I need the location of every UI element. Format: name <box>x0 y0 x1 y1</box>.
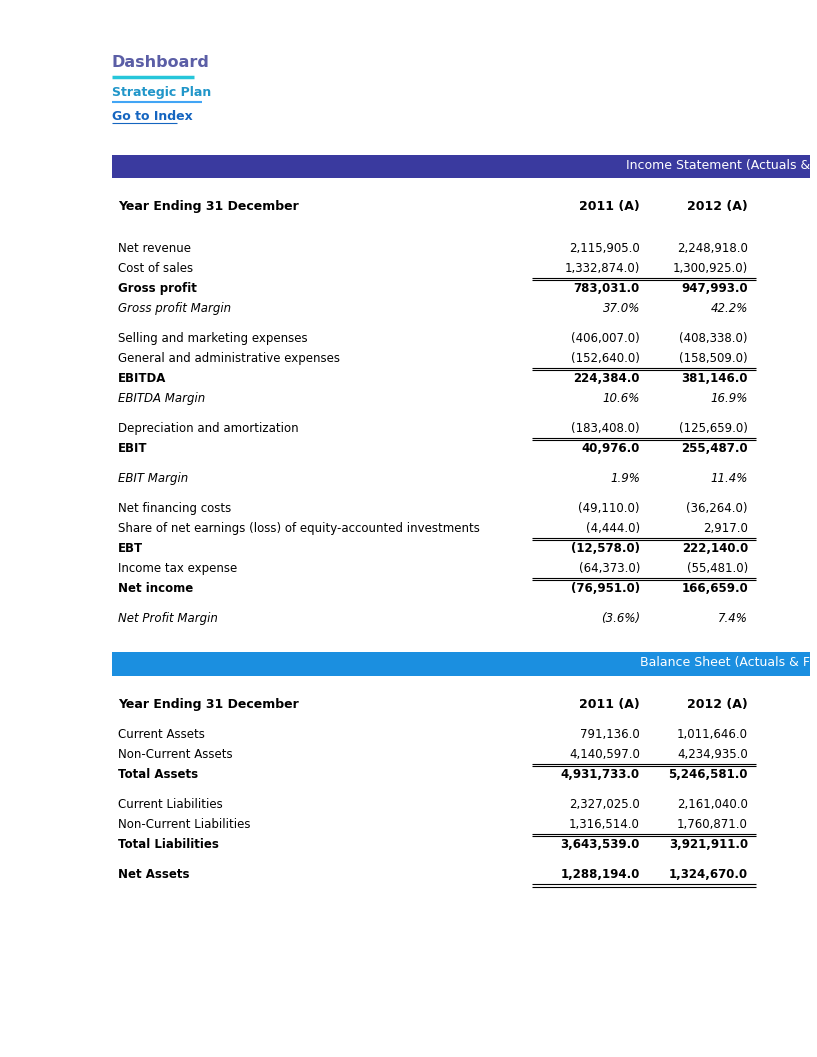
Text: 10.6%: 10.6% <box>603 392 640 405</box>
Text: 947,993.0: 947,993.0 <box>681 282 748 295</box>
Text: (158,509.0): (158,509.0) <box>680 352 748 365</box>
Text: 7.4%: 7.4% <box>718 612 748 625</box>
Text: Depreciation and amortization: Depreciation and amortization <box>118 422 299 435</box>
Text: 11.4%: 11.4% <box>711 472 748 485</box>
Text: 2012 (A): 2012 (A) <box>687 200 748 214</box>
Text: 2,161,040.0: 2,161,040.0 <box>677 798 748 811</box>
Text: 1,332,874.0): 1,332,874.0) <box>565 262 640 275</box>
Text: (55,481.0): (55,481.0) <box>687 562 748 575</box>
Text: 791,136.0: 791,136.0 <box>580 728 640 741</box>
Text: 1,011,646.0: 1,011,646.0 <box>677 728 748 741</box>
Text: (3.6%): (3.6%) <box>600 612 640 625</box>
Text: Share of net earnings (loss) of equity-accounted investments: Share of net earnings (loss) of equity-a… <box>118 522 480 535</box>
Text: Income tax expense: Income tax expense <box>118 562 237 575</box>
Text: Income Statement (Actuals &: Income Statement (Actuals & <box>626 159 810 172</box>
Text: (64,373.0): (64,373.0) <box>578 562 640 575</box>
Text: Non-Current Assets: Non-Current Assets <box>118 748 233 761</box>
Text: 2011 (A): 2011 (A) <box>579 200 640 214</box>
Text: EBIT: EBIT <box>118 442 148 455</box>
Bar <box>112 652 810 676</box>
Text: (125,659.0): (125,659.0) <box>679 422 748 435</box>
Text: 381,146.0: 381,146.0 <box>681 372 748 385</box>
Text: 166,659.0: 166,659.0 <box>681 582 748 595</box>
Text: EBT: EBT <box>118 542 143 555</box>
Text: Current Liabilities: Current Liabilities <box>118 798 223 811</box>
Text: Total Assets: Total Assets <box>118 768 199 781</box>
Text: Net revenue: Net revenue <box>118 242 191 255</box>
Text: 1,288,194.0: 1,288,194.0 <box>560 868 640 880</box>
Text: (406,007.0): (406,007.0) <box>571 332 640 345</box>
Text: 783,031.0: 783,031.0 <box>574 282 640 295</box>
Text: 40,976.0: 40,976.0 <box>582 442 640 455</box>
Text: (12,578.0): (12,578.0) <box>571 542 640 555</box>
Text: Net financing costs: Net financing costs <box>118 502 231 515</box>
Text: EBITDA: EBITDA <box>118 372 167 385</box>
Text: Non-Current Liabilities: Non-Current Liabilities <box>118 818 251 831</box>
Text: 2,917.0: 2,917.0 <box>703 522 748 535</box>
Text: Gross profit Margin: Gross profit Margin <box>118 302 231 315</box>
Text: 37.0%: 37.0% <box>603 302 640 315</box>
Text: 2,115,905.0: 2,115,905.0 <box>569 242 640 255</box>
Text: Strategic Plan: Strategic Plan <box>112 86 212 99</box>
Text: 4,234,935.0: 4,234,935.0 <box>677 748 748 761</box>
Text: Go to Index: Go to Index <box>112 110 193 123</box>
Text: 224,384.0: 224,384.0 <box>574 372 640 385</box>
Text: Current Assets: Current Assets <box>118 728 205 741</box>
Text: Selling and marketing expenses: Selling and marketing expenses <box>118 332 308 345</box>
Text: Balance Sheet (Actuals & F: Balance Sheet (Actuals & F <box>640 656 810 669</box>
Text: 1,324,670.0: 1,324,670.0 <box>669 868 748 880</box>
Text: EBITDA Margin: EBITDA Margin <box>118 392 205 405</box>
Text: 3,643,539.0: 3,643,539.0 <box>560 838 640 851</box>
Bar <box>112 155 810 178</box>
Text: Cost of sales: Cost of sales <box>118 262 193 275</box>
Text: Net Profit Margin: Net Profit Margin <box>118 612 218 625</box>
Text: General and administrative expenses: General and administrative expenses <box>118 352 340 365</box>
Text: 3,921,911.0: 3,921,911.0 <box>669 838 748 851</box>
Text: (49,110.0): (49,110.0) <box>578 502 640 515</box>
Text: (152,640.0): (152,640.0) <box>571 352 640 365</box>
Text: 4,931,733.0: 4,931,733.0 <box>561 768 640 781</box>
Text: Gross profit: Gross profit <box>118 282 197 295</box>
Text: 4,140,597.0: 4,140,597.0 <box>569 748 640 761</box>
Text: Total Liabilities: Total Liabilities <box>118 838 219 851</box>
Text: 42.2%: 42.2% <box>711 302 748 315</box>
Text: 1,300,925.0): 1,300,925.0) <box>672 262 748 275</box>
Text: 2,327,025.0: 2,327,025.0 <box>569 798 640 811</box>
Text: 1,316,514.0: 1,316,514.0 <box>569 818 640 831</box>
Text: 255,487.0: 255,487.0 <box>681 442 748 455</box>
Text: 222,140.0: 222,140.0 <box>681 542 748 555</box>
Text: (76,951.0): (76,951.0) <box>571 582 640 595</box>
Text: Year Ending 31 December: Year Ending 31 December <box>118 200 299 214</box>
Text: 1,760,871.0: 1,760,871.0 <box>677 818 748 831</box>
Text: 1.9%: 1.9% <box>610 472 640 485</box>
Text: Dashboard: Dashboard <box>112 55 210 70</box>
Text: 16.9%: 16.9% <box>711 392 748 405</box>
Text: Net Assets: Net Assets <box>118 868 190 880</box>
Text: 2011 (A): 2011 (A) <box>579 698 640 711</box>
Text: (4,444.0): (4,444.0) <box>586 522 640 535</box>
Text: 2,248,918.0: 2,248,918.0 <box>677 242 748 255</box>
Text: 2012 (A): 2012 (A) <box>687 698 748 711</box>
Text: (36,264.0): (36,264.0) <box>686 502 748 515</box>
Text: (183,408.0): (183,408.0) <box>571 422 640 435</box>
Text: Net income: Net income <box>118 582 194 595</box>
Text: Year Ending 31 December: Year Ending 31 December <box>118 698 299 711</box>
Text: (408,338.0): (408,338.0) <box>680 332 748 345</box>
Text: EBIT Margin: EBIT Margin <box>118 472 188 485</box>
Text: 5,246,581.0: 5,246,581.0 <box>668 768 748 781</box>
